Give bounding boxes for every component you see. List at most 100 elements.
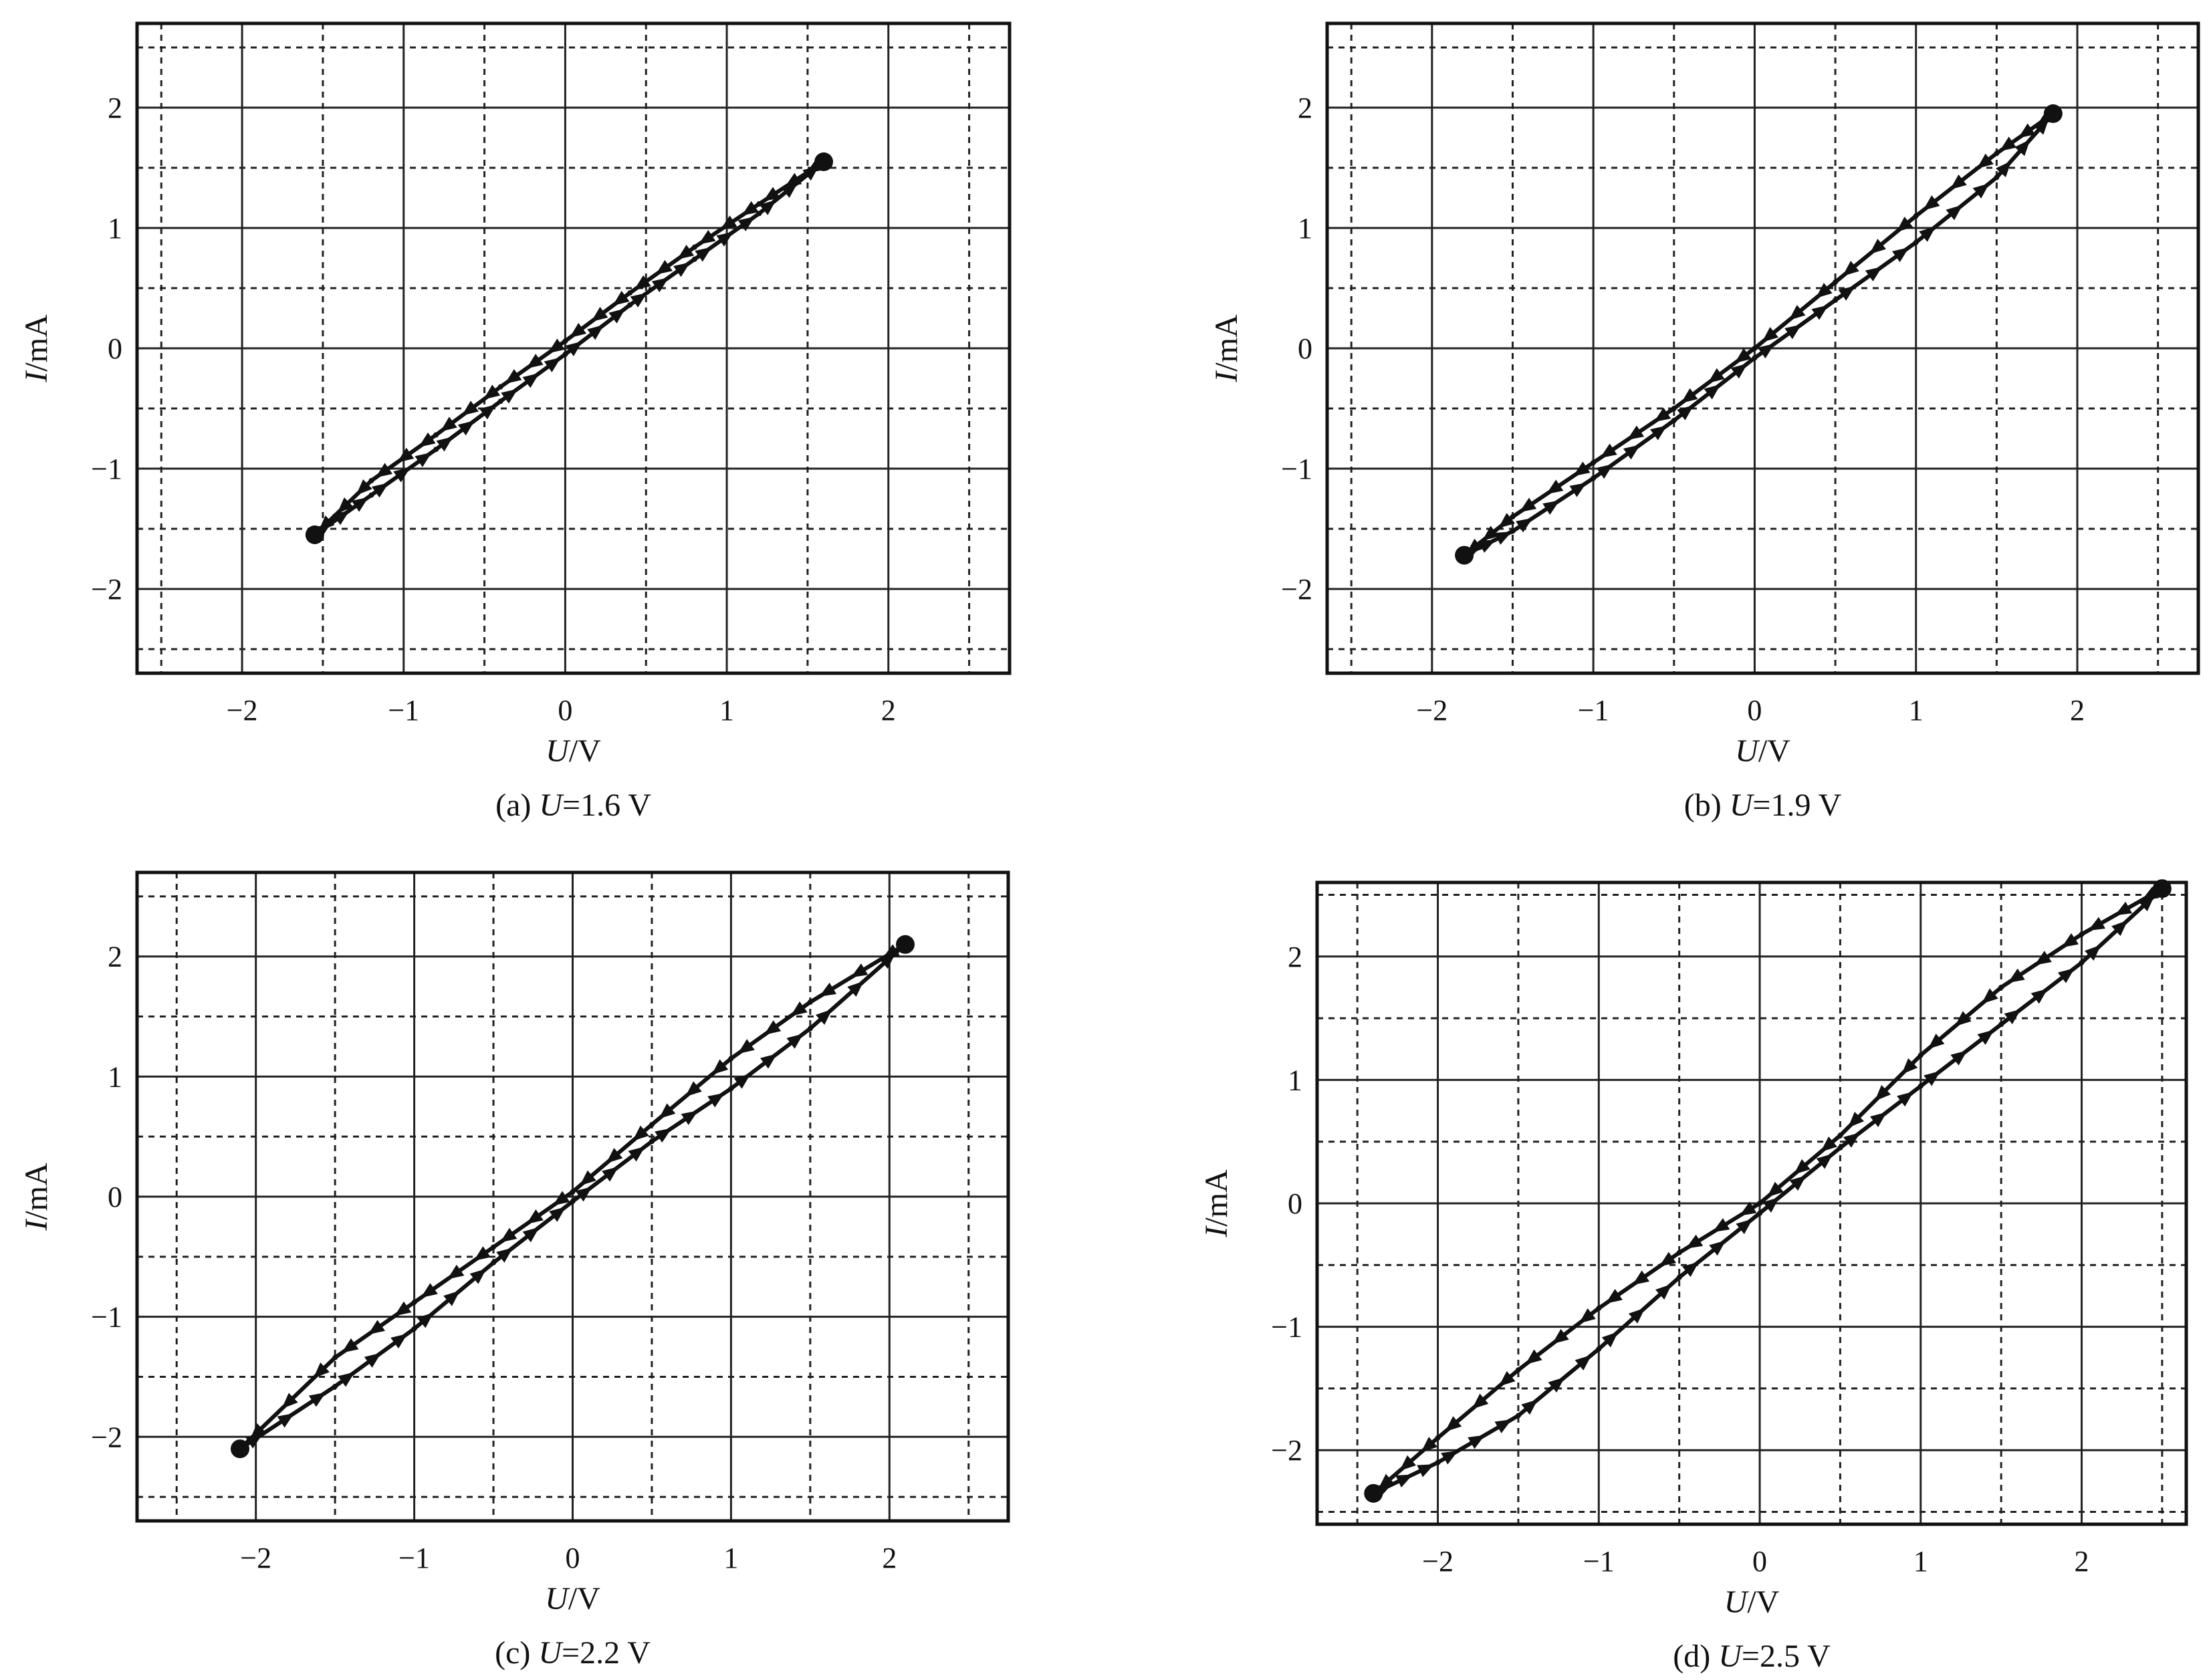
y-tick-label: 0 — [1288, 1187, 1302, 1220]
x-tick-label: 2 — [2070, 694, 2085, 727]
data-point-marker — [496, 1247, 513, 1263]
data-point-marker — [781, 183, 798, 199]
data-point — [1913, 239, 1919, 245]
data-point-marker — [332, 510, 350, 525]
data-point-marker — [1681, 388, 1698, 404]
x-tick-label: −1 — [398, 1542, 430, 1574]
x-axis-label: U/V — [1735, 733, 1790, 769]
data-point-marker — [1468, 1435, 1486, 1449]
y-tick-label: −1 — [91, 1301, 122, 1334]
y-axis-label: I/mA — [1199, 1169, 1234, 1238]
data-point-marker — [1901, 1058, 1918, 1074]
y-axis-label-var: I — [1199, 1225, 1234, 1238]
data-point — [491, 1244, 497, 1250]
panel-caption: (a) U=1.6 V — [495, 788, 651, 823]
data-point-marker — [1736, 1219, 1753, 1235]
data-point-marker — [368, 1320, 385, 1335]
data-point-marker — [1924, 1070, 1941, 1086]
data-point — [433, 432, 439, 438]
data-point-marker — [651, 277, 669, 293]
data-point-marker — [711, 1059, 729, 1075]
loop-tip-lower — [230, 1439, 249, 1459]
x-axis-label-unit: /V — [569, 733, 601, 769]
data-point — [1591, 475, 1597, 481]
data-point-marker — [1923, 195, 1940, 211]
series-line-1 — [1372, 886, 2164, 1495]
data-point-marker — [1600, 443, 1617, 459]
data-point-marker — [1653, 407, 1671, 423]
data-point-marker — [2033, 118, 2049, 135]
y-tick-label: −2 — [1281, 573, 1312, 606]
data-point-marker — [685, 1081, 702, 1097]
data-point-marker — [1712, 1218, 1730, 1233]
data-point-marker — [1548, 1377, 1565, 1393]
loop-tip-upper — [814, 152, 834, 171]
x-axis-label-var: U — [1724, 1584, 1750, 1620]
data-point — [1994, 150, 2000, 156]
data-point-marker — [1677, 405, 1694, 421]
data-point — [411, 1326, 417, 1332]
data-point-marker — [421, 1283, 438, 1298]
data-point-marker — [612, 291, 630, 306]
data-point-marker — [2018, 123, 2036, 138]
data-point-marker — [655, 1128, 672, 1143]
data-point — [728, 1086, 734, 1092]
data-point — [491, 1259, 497, 1266]
data-point-marker — [356, 479, 372, 495]
data-point — [562, 338, 568, 344]
data-point-marker — [1869, 1112, 1887, 1128]
data-point-marker — [1892, 247, 1909, 263]
data-point-marker — [879, 953, 896, 969]
data-point-marker — [673, 262, 691, 277]
data-point — [1671, 406, 1677, 411]
data-point-marker — [1766, 1181, 1784, 1197]
y-tick-label: 0 — [1298, 332, 1312, 365]
x-axis-label: U/V — [1724, 1584, 1780, 1620]
data-point-marker — [1573, 461, 1591, 477]
data-point-marker — [2111, 920, 2128, 937]
x-tick-label: 1 — [723, 1542, 738, 1574]
data-point-marker — [526, 1209, 544, 1224]
data-point-marker — [569, 323, 587, 338]
data-point-marker — [737, 216, 755, 231]
loop-tip-upper — [896, 935, 915, 954]
data-point-marker — [1821, 1136, 1837, 1153]
data-point-marker — [1628, 1308, 1645, 1324]
data-point-marker — [277, 1413, 295, 1428]
x-axis-label: U/V — [545, 1581, 600, 1616]
y-tick-label: −2 — [1271, 1434, 1302, 1467]
data-point-marker — [1762, 1197, 1780, 1213]
data-point-marker — [1896, 217, 1913, 233]
y-axis-label-unit: /mA — [19, 314, 54, 372]
data-point-marker — [764, 1020, 782, 1036]
data-point-marker — [2057, 968, 2075, 983]
y-tick-label: −1 — [91, 453, 122, 485]
data-point-marker — [1601, 1332, 1619, 1348]
y-tick-label: 1 — [1288, 1064, 1302, 1096]
data-point-marker — [1650, 425, 1667, 441]
data-point — [728, 1056, 734, 1062]
x-axis-label-unit: /V — [568, 1581, 600, 1616]
loop-tip-lower — [1455, 546, 1474, 565]
data-point — [433, 447, 439, 453]
data-point-marker — [1928, 1034, 1945, 1050]
data-point-marker — [630, 292, 647, 308]
data-point-marker — [1976, 153, 1994, 169]
data-point-marker — [1847, 1111, 1865, 1128]
data-point-marker — [2034, 951, 2052, 965]
data-point-marker — [417, 1312, 434, 1328]
data-point-marker — [1525, 1349, 1542, 1365]
data-point — [1994, 174, 2000, 181]
data-point — [1998, 1022, 2004, 1028]
data-point-marker — [1734, 348, 1752, 364]
data-point-marker — [1494, 531, 1512, 545]
y-axis-label-unit: /mA — [19, 1163, 54, 1220]
data-point-marker — [245, 1434, 263, 1449]
data-point-marker — [698, 230, 716, 245]
data-point-marker — [580, 1170, 596, 1186]
data-point-marker — [1542, 500, 1560, 515]
data-point-marker — [1811, 305, 1829, 320]
